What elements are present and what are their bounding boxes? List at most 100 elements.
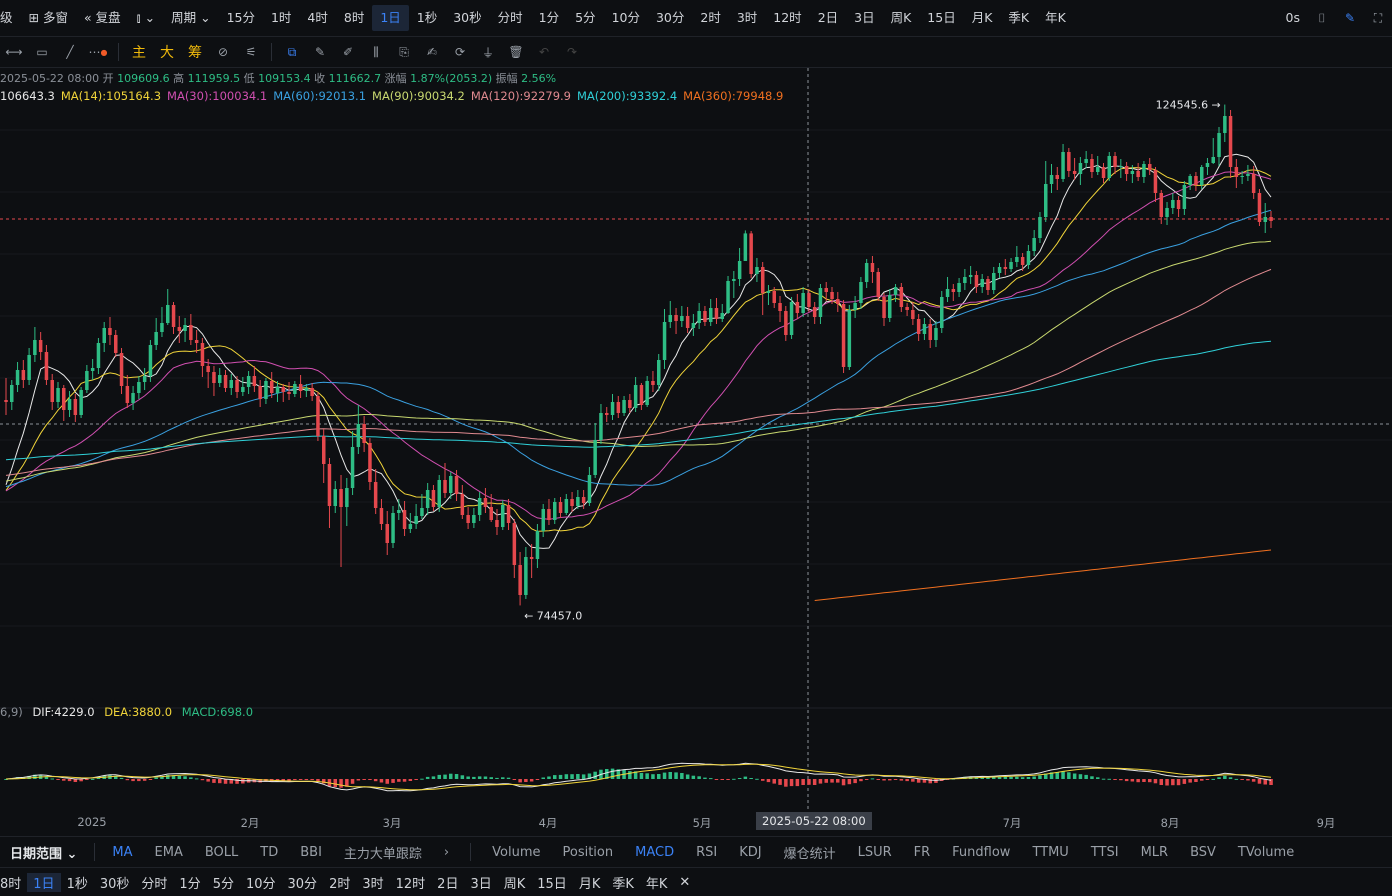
period-option[interactable]: 10分: [245, 876, 276, 892]
indicator-kdj[interactable]: KDJ: [739, 844, 762, 860]
period-1[interactable]: ⊞ 多窗: [21, 5, 76, 31]
period-option[interactable]: 1秒: [66, 876, 88, 892]
period-option[interactable]: 8时: [0, 876, 22, 892]
period-25[interactable]: 季K: [1000, 5, 1037, 31]
trash-icon[interactable]: 🗑: [508, 45, 524, 59]
indicator-rsi[interactable]: RSI: [696, 844, 718, 860]
indicator-lsur[interactable]: LSUR: [857, 844, 892, 860]
period-23[interactable]: 15日: [919, 5, 963, 31]
copy-icon[interactable]: ⎘: [399, 44, 409, 59]
period-18[interactable]: 3时: [729, 5, 765, 31]
chip-distribution-button[interactable]: 筹: [188, 45, 202, 61]
period-11[interactable]: 30秒: [445, 5, 489, 31]
indicator-mlr[interactable]: MLR: [1140, 844, 1169, 860]
period-option[interactable]: 30秒: [99, 876, 130, 892]
large-order-button[interactable]: 大: [160, 45, 174, 61]
more-icon[interactable]: ⋯ ●: [88, 45, 108, 59]
period-option[interactable]: 15日: [537, 876, 567, 892]
period-option[interactable]: 3时: [362, 876, 384, 892]
layout-icon[interactable]: ⧉: [287, 44, 297, 59]
period-16[interactable]: 30分: [648, 5, 692, 31]
indicator-bbi[interactable]: BBI: [300, 844, 322, 860]
period-24[interactable]: 月K: [964, 5, 1001, 31]
chevron-right-icon[interactable]: ›: [443, 844, 450, 860]
period-option[interactable]: 月K: [578, 876, 601, 892]
period-option[interactable]: 5分: [212, 876, 234, 892]
period-21[interactable]: 3日: [846, 5, 882, 31]
redo-icon[interactable]: ↷: [566, 45, 578, 59]
divider: [118, 43, 119, 61]
period-15[interactable]: 10分: [604, 5, 648, 31]
period-option[interactable]: 1日: [27, 872, 61, 892]
period-option[interactable]: 3日: [470, 876, 492, 892]
period-2[interactable]: « 复盘: [76, 5, 129, 31]
period-option[interactable]: 2时: [329, 876, 351, 892]
price-chart[interactable]: 124545.6 → ← 74457.0: [0, 68, 1392, 812]
period-0[interactable]: 级: [0, 5, 21, 31]
indicator-fundflow[interactable]: Fundflow: [952, 844, 1011, 860]
candle-body: [368, 443, 372, 482]
pen-icon[interactable]: ✐: [342, 45, 354, 59]
indicator-ttmu[interactable]: TTMU: [1032, 844, 1069, 860]
chart-type-dropdown[interactable]: ⫾ ⌄: [129, 5, 163, 31]
period-option[interactable]: 12时: [395, 876, 426, 892]
period-7[interactable]: 4时: [299, 5, 335, 31]
candle-body: [524, 557, 528, 595]
period-10[interactable]: 1秒: [409, 5, 445, 31]
period-option[interactable]: 周K: [503, 876, 526, 892]
indicator-liquidation[interactable]: 爆仓统计: [783, 846, 836, 862]
indicator-bsv[interactable]: BSV: [1190, 844, 1216, 860]
compare-icon[interactable]: ⫼: [373, 44, 379, 59]
period-option[interactable]: 30分: [287, 876, 318, 892]
period-6[interactable]: 1时: [263, 5, 299, 31]
undo-icon[interactable]: ↶: [538, 45, 550, 59]
arrow-left-icon[interactable]: ⟷: [5, 45, 23, 59]
period-14[interactable]: 5分: [567, 5, 603, 31]
candle-body: [1067, 152, 1071, 171]
period-option[interactable]: 季K: [612, 876, 634, 892]
indicator-boll[interactable]: BOLL: [204, 844, 239, 860]
indicator-ma[interactable]: MA: [112, 844, 133, 860]
magnet-icon[interactable]: ⟳: [454, 45, 466, 59]
period-5[interactable]: 15分: [219, 5, 263, 31]
period-20[interactable]: 2日: [810, 5, 846, 31]
indicator-ema[interactable]: EMA: [154, 844, 183, 860]
indicator-position[interactable]: Position: [562, 844, 614, 860]
period-4[interactable]: 周期 ⌄: [163, 5, 218, 31]
indicator-tvolume[interactable]: TVolume: [1237, 844, 1295, 860]
period-option[interactable]: 2日: [437, 876, 459, 892]
period-26[interactable]: 年K: [1037, 5, 1074, 31]
indicator-ttsi[interactable]: TTSI: [1090, 844, 1119, 860]
indicator-fr[interactable]: FR: [913, 844, 931, 860]
period-8[interactable]: 8时: [336, 5, 372, 31]
date-range-dropdown[interactable]: 日期范围 ⌄: [10, 846, 78, 862]
candle-body: [114, 335, 118, 353]
brush-settings-icon[interactable]: ⚟: [245, 45, 257, 59]
candle-body: [720, 313, 724, 319]
period-22[interactable]: 周K: [883, 5, 920, 31]
fullscreen-icon[interactable]: ⛶: [1373, 10, 1383, 25]
camera-icon[interactable]: ⌷: [1318, 10, 1326, 25]
pencil-icon[interactable]: ✎: [1344, 11, 1356, 25]
period-19[interactable]: 12时: [765, 5, 809, 31]
period-option[interactable]: 年K: [645, 876, 668, 892]
line-tool-icon[interactable]: ╱: [66, 45, 74, 59]
ruler-icon[interactable]: ✎: [314, 45, 326, 59]
candle-body: [703, 311, 707, 322]
indicator-td[interactable]: TD: [260, 844, 279, 860]
rectangle-icon[interactable]: ▭: [36, 45, 48, 59]
period-9[interactable]: 1日: [372, 5, 409, 31]
indicator-large-order[interactable]: 主力大单跟踪: [343, 846, 422, 862]
close-icon[interactable]: ✕: [679, 874, 691, 890]
indicator-volume[interactable]: Volume: [492, 844, 541, 860]
indicator-macd[interactable]: MACD: [635, 844, 675, 860]
edit-icon[interactable]: ✍: [426, 45, 438, 59]
period-12[interactable]: 分时: [490, 5, 531, 31]
filter-icon[interactable]: ⏚: [481, 45, 494, 60]
settings-compare-icon[interactable]: ⊘: [217, 45, 229, 59]
period-option[interactable]: 分时: [141, 876, 168, 892]
period-option[interactable]: 1分: [179, 876, 201, 892]
period-13[interactable]: 1分: [531, 5, 567, 31]
period-17[interactable]: 2时: [692, 5, 728, 31]
main-indicator-button[interactable]: 主: [132, 45, 146, 61]
